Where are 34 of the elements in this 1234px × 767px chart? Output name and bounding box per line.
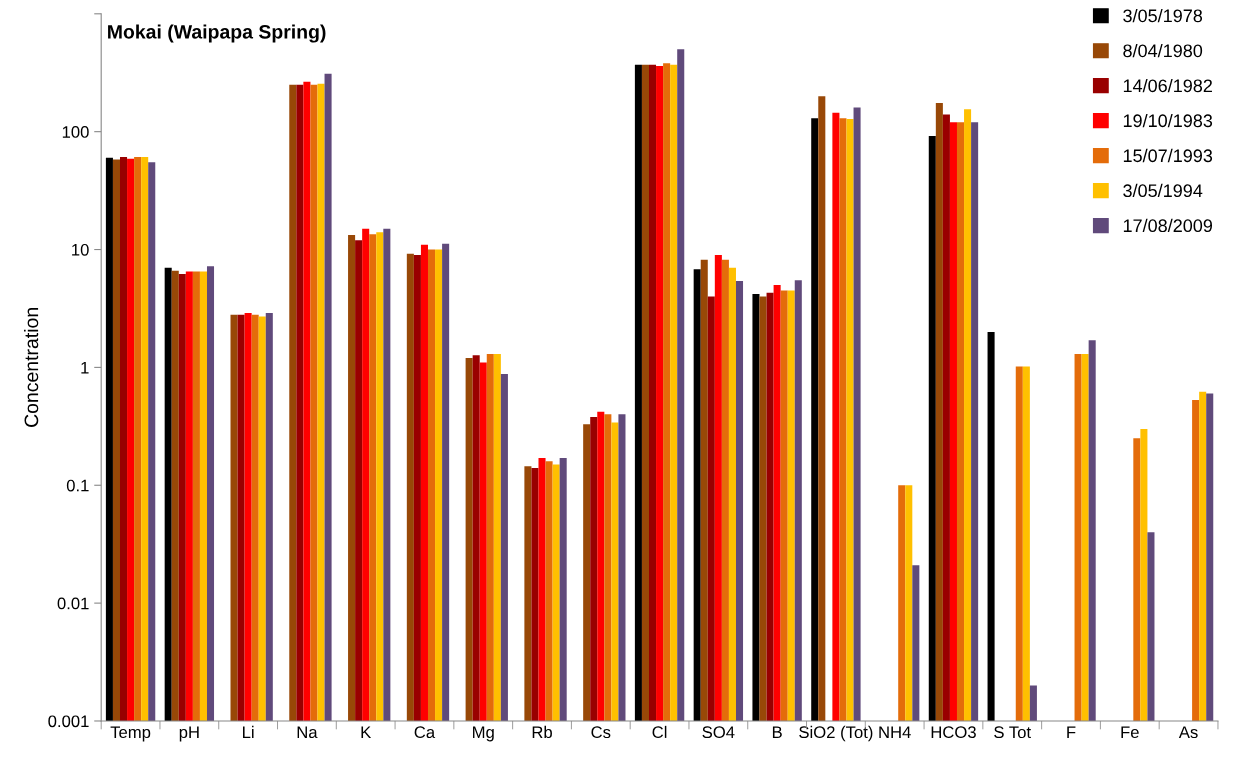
x-tick-label: As xyxy=(1178,726,1198,739)
x-tick-label: Ca xyxy=(414,726,436,739)
legend-label: 14/06/1982 xyxy=(1123,78,1212,93)
x-tick-label: K xyxy=(361,726,372,738)
x-tick-label: Temp xyxy=(110,726,151,742)
y-tick-label: 1 xyxy=(81,361,89,374)
legend-label: 8/04/1980 xyxy=(1123,43,1203,58)
x-tick-label: Cl xyxy=(652,725,667,739)
x-tick-label: Rb xyxy=(532,725,552,739)
y-tick-label: 0.1 xyxy=(66,479,89,492)
x-tick-label: HCO3 xyxy=(931,726,976,739)
x-tick-label: SO4 xyxy=(702,726,735,739)
x-tick-label: Mg xyxy=(473,726,494,742)
x-tick-label: B xyxy=(772,726,782,738)
text: Mokai (Waipapa Spring) xyxy=(108,24,326,43)
legend-label: 3/05/1978 xyxy=(1123,8,1203,23)
x-tick-label: Fe xyxy=(1121,726,1139,739)
legend-label: 19/10/1983 xyxy=(1123,113,1213,128)
y-tick-label: 10 xyxy=(72,243,89,256)
y-tick-label: 0.01 xyxy=(57,597,89,610)
legend-label: 15/07/1993 xyxy=(1123,148,1213,163)
x-tick-label: Li xyxy=(243,725,254,738)
x-tick-label: F xyxy=(1067,726,1076,738)
x-tick-label: S Tot xyxy=(994,726,1031,739)
x-tick-label: NH4 xyxy=(879,726,911,738)
y-axis-title: Concentration xyxy=(24,308,39,427)
y-tick-label: 0.001 xyxy=(48,715,89,728)
x-tick-label: Cs xyxy=(591,726,611,739)
x-tick-label: pH xyxy=(179,726,199,742)
y-tick-label: 100 xyxy=(62,126,89,138)
x-tick-label: Na xyxy=(297,726,318,739)
legend-label: 3/05/1994 xyxy=(1123,183,1203,198)
x-tick-label: SiO2 (Tot) xyxy=(799,725,873,742)
legend-label: 17/08/2009 xyxy=(1123,218,1213,233)
